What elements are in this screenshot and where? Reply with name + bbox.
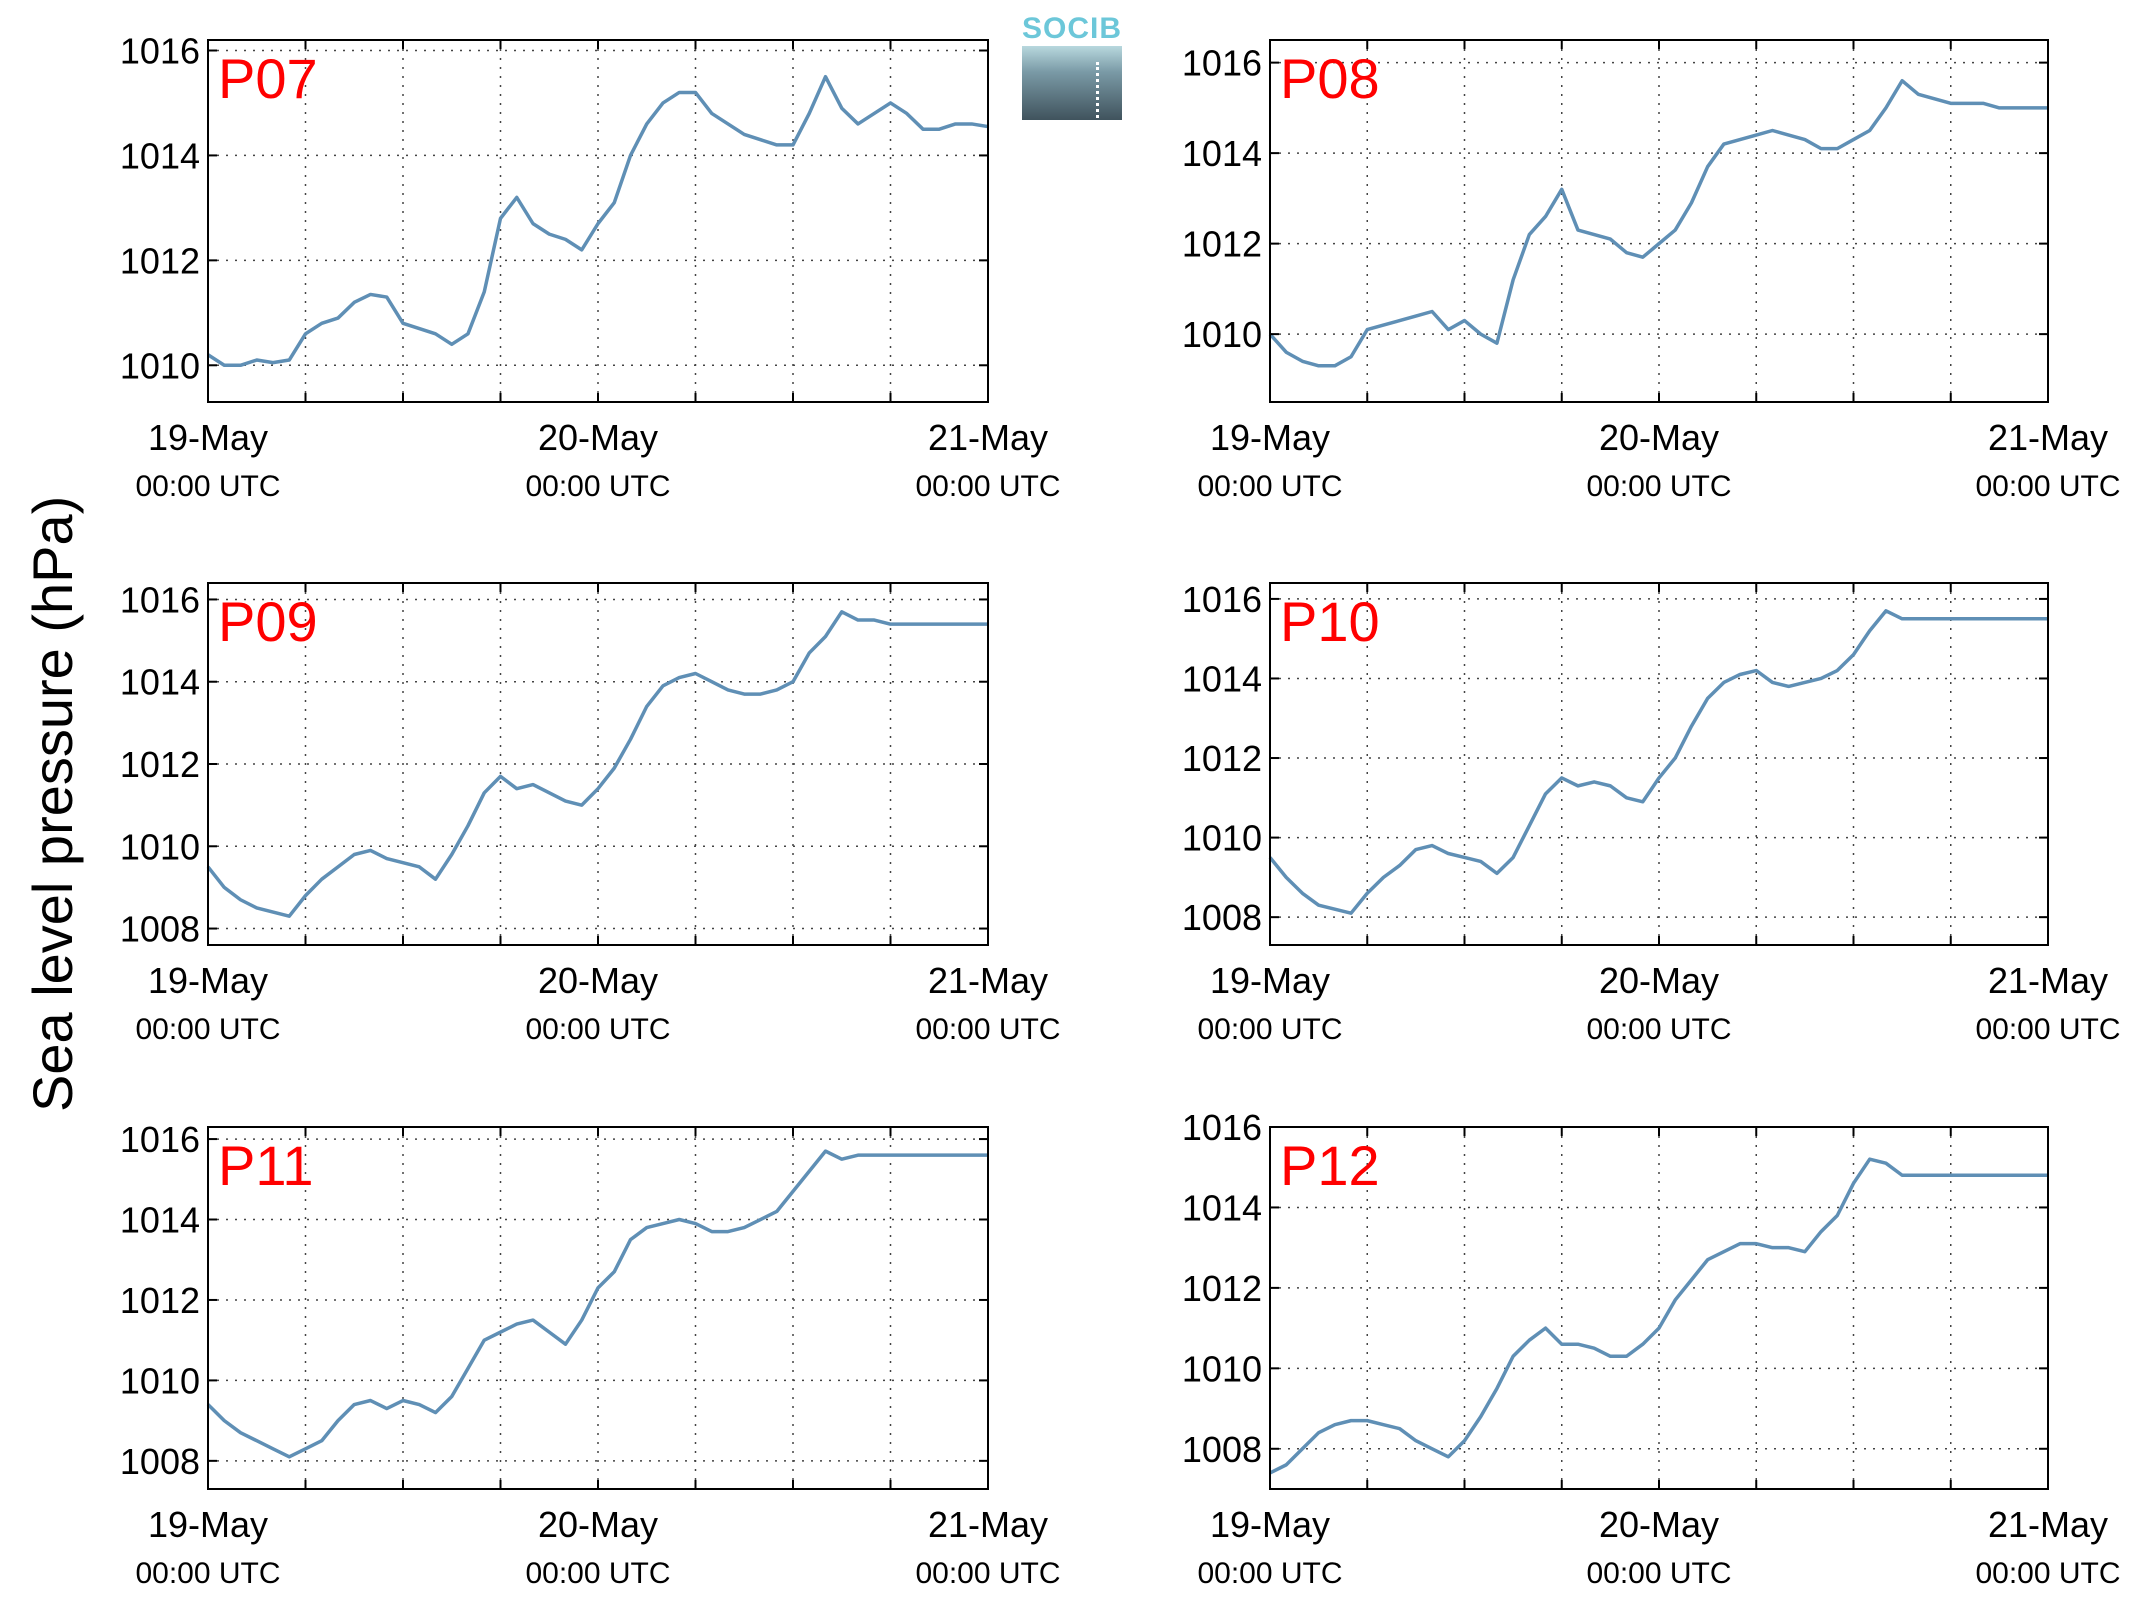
x-tick-label-date: 19-May — [1210, 1504, 1330, 1545]
x-tick-label-time: 00:00 UTC — [135, 1013, 280, 1046]
y-tick-label: 1014 — [120, 135, 200, 176]
x-tick-label-time: 00:00 UTC — [525, 1557, 670, 1590]
y-tick-label: 1012 — [120, 744, 200, 785]
series-line-p10 — [1268, 609, 2048, 915]
y-tick-label: 1012 — [1182, 1268, 1262, 1309]
y-tick-label: 1008 — [1182, 1429, 1262, 1470]
x-tick-label-date: 21-May — [1988, 417, 2108, 458]
x-tick-label-date: 20-May — [538, 417, 658, 458]
x-tick-label-time: 00:00 UTC — [1586, 1013, 1731, 1046]
x-tick-label-date: 21-May — [928, 1504, 1048, 1545]
y-tick-label: 1014 — [120, 662, 200, 703]
x-tick-label-time: 00:00 UTC — [1197, 1013, 1342, 1046]
y-axis-label-container: Sea level pressure (hPa) — [20, 496, 85, 1112]
y-tick-label: 1016 — [1182, 43, 1262, 84]
y-tick-label: 1010 — [120, 826, 200, 867]
x-tick-label-date: 19-May — [148, 960, 268, 1001]
x-tick-label-date: 19-May — [1210, 960, 1330, 1001]
x-tick-label-time: 00:00 UTC — [135, 1557, 280, 1590]
x-tick-label-date: 20-May — [538, 960, 658, 1001]
chart-panel-p12: 1008 1010 1012 1014 1016 19-May 00:00 UTC 20-Ma… — [1182, 1107, 2121, 1590]
logo-graphic — [1022, 46, 1122, 120]
panel-label: P07 — [218, 47, 318, 110]
y-tick-label: 1014 — [1182, 1187, 1262, 1228]
x-tick-label-time: 00:00 UTC — [1975, 470, 2120, 503]
x-tick-label-date: 20-May — [1599, 417, 1719, 458]
y-tick-label: 1014 — [120, 1200, 200, 1241]
chart-panel-p09: 1008 1010 1012 1014 1016 19-May 00:00 UTC 20-Ma… — [120, 579, 1061, 1046]
y-tick-label: 1010 — [1182, 1348, 1262, 1389]
series-line-p08 — [1268, 78, 2048, 368]
y-tick-label: 1012 — [120, 1280, 200, 1321]
y-tick-label: 1012 — [1182, 738, 1262, 779]
y-tick-label: 1012 — [1182, 224, 1262, 265]
chart-panel-p07: 1010 1012 1014 1016 19-May 00:00 UTC 20-May 00:… — [120, 30, 1061, 503]
x-tick-label-time: 00:00 UTC — [1197, 1557, 1342, 1590]
chart-panel-p11: 1008 1010 1012 1014 1016 19-May 00:00 UTC 20-Ma… — [120, 1119, 1061, 1590]
panel-label: P09 — [218, 590, 318, 653]
x-tick-label-date: 21-May — [1988, 960, 2108, 1001]
y-tick-label: 1016 — [120, 1119, 200, 1160]
logo-text: SOCIB — [1022, 12, 1123, 45]
y-tick-label: 1012 — [120, 240, 200, 281]
x-tick-label-date: 21-May — [928, 417, 1048, 458]
y-tick-label: 1016 — [1182, 1107, 1262, 1148]
series-line-p09 — [206, 610, 988, 918]
socib-logo: SOCIB — [1022, 12, 1122, 120]
panel-label: P11 — [218, 1134, 313, 1197]
y-tick-label: 1008 — [120, 1441, 200, 1482]
x-tick-label-date: 19-May — [1210, 417, 1330, 458]
y-tick-label: 1016 — [120, 579, 200, 620]
x-tick-label-time: 00:00 UTC — [915, 1013, 1060, 1046]
series-line-p12 — [1269, 1157, 2048, 1475]
y-axis-label: Sea level pressure (hPa) — [21, 495, 84, 1112]
y-tick-label: 1008 — [120, 909, 200, 950]
panel-label: P08 — [1280, 47, 1380, 110]
chart-panel-p10: 1008 1010 1012 1014 1016 19-May 00:00 UTC 20-Ma… — [1182, 579, 2121, 1046]
y-tick-label: 1010 — [1182, 314, 1262, 355]
x-tick-label-time: 00:00 UTC — [915, 470, 1060, 503]
y-tick-label: 1014 — [1182, 658, 1262, 699]
panel-label: P12 — [1280, 1134, 1380, 1197]
series-line-p11 — [206, 1149, 988, 1459]
x-tick-label-time: 00:00 UTC — [915, 1557, 1060, 1590]
y-tick-label: 1016 — [120, 30, 200, 71]
x-tick-label-date: 20-May — [1599, 960, 1719, 1001]
y-tick-label: 1010 — [1182, 818, 1262, 859]
x-tick-label-date: 19-May — [148, 417, 268, 458]
logo-dotted-line — [1096, 62, 1099, 118]
x-tick-label-time: 00:00 UTC — [135, 470, 280, 503]
x-tick-label-time: 00:00 UTC — [1586, 470, 1731, 503]
y-tick-label: 1014 — [1182, 133, 1262, 174]
x-tick-label-date: 21-May — [1988, 1504, 2108, 1545]
x-tick-label-time: 00:00 UTC — [525, 1013, 670, 1046]
y-tick-label: 1008 — [1182, 897, 1262, 938]
chart-panel-p08: 1010 1012 1014 1016 19-May 00:00 UTC 20-May 00:… — [1182, 39, 2121, 503]
panel-label: P10 — [1280, 590, 1380, 653]
x-tick-label-date: 20-May — [538, 1504, 658, 1545]
x-tick-label-time: 00:00 UTC — [1586, 1557, 1731, 1590]
y-tick-label: 1016 — [1182, 579, 1262, 620]
y-tick-label: 1010 — [120, 1360, 200, 1401]
x-tick-label-time: 00:00 UTC — [1975, 1557, 2120, 1590]
x-tick-label-time: 00:00 UTC — [1975, 1013, 2120, 1046]
series-line-p07 — [207, 74, 989, 368]
x-tick-label-time: 00:00 UTC — [1197, 470, 1342, 503]
x-tick-label-date: 19-May — [148, 1504, 268, 1545]
x-tick-label-date: 21-May — [928, 960, 1048, 1001]
y-tick-label: 1010 — [120, 345, 200, 386]
x-tick-label-time: 00:00 UTC — [525, 470, 670, 503]
x-tick-label-date: 20-May — [1599, 1504, 1719, 1545]
